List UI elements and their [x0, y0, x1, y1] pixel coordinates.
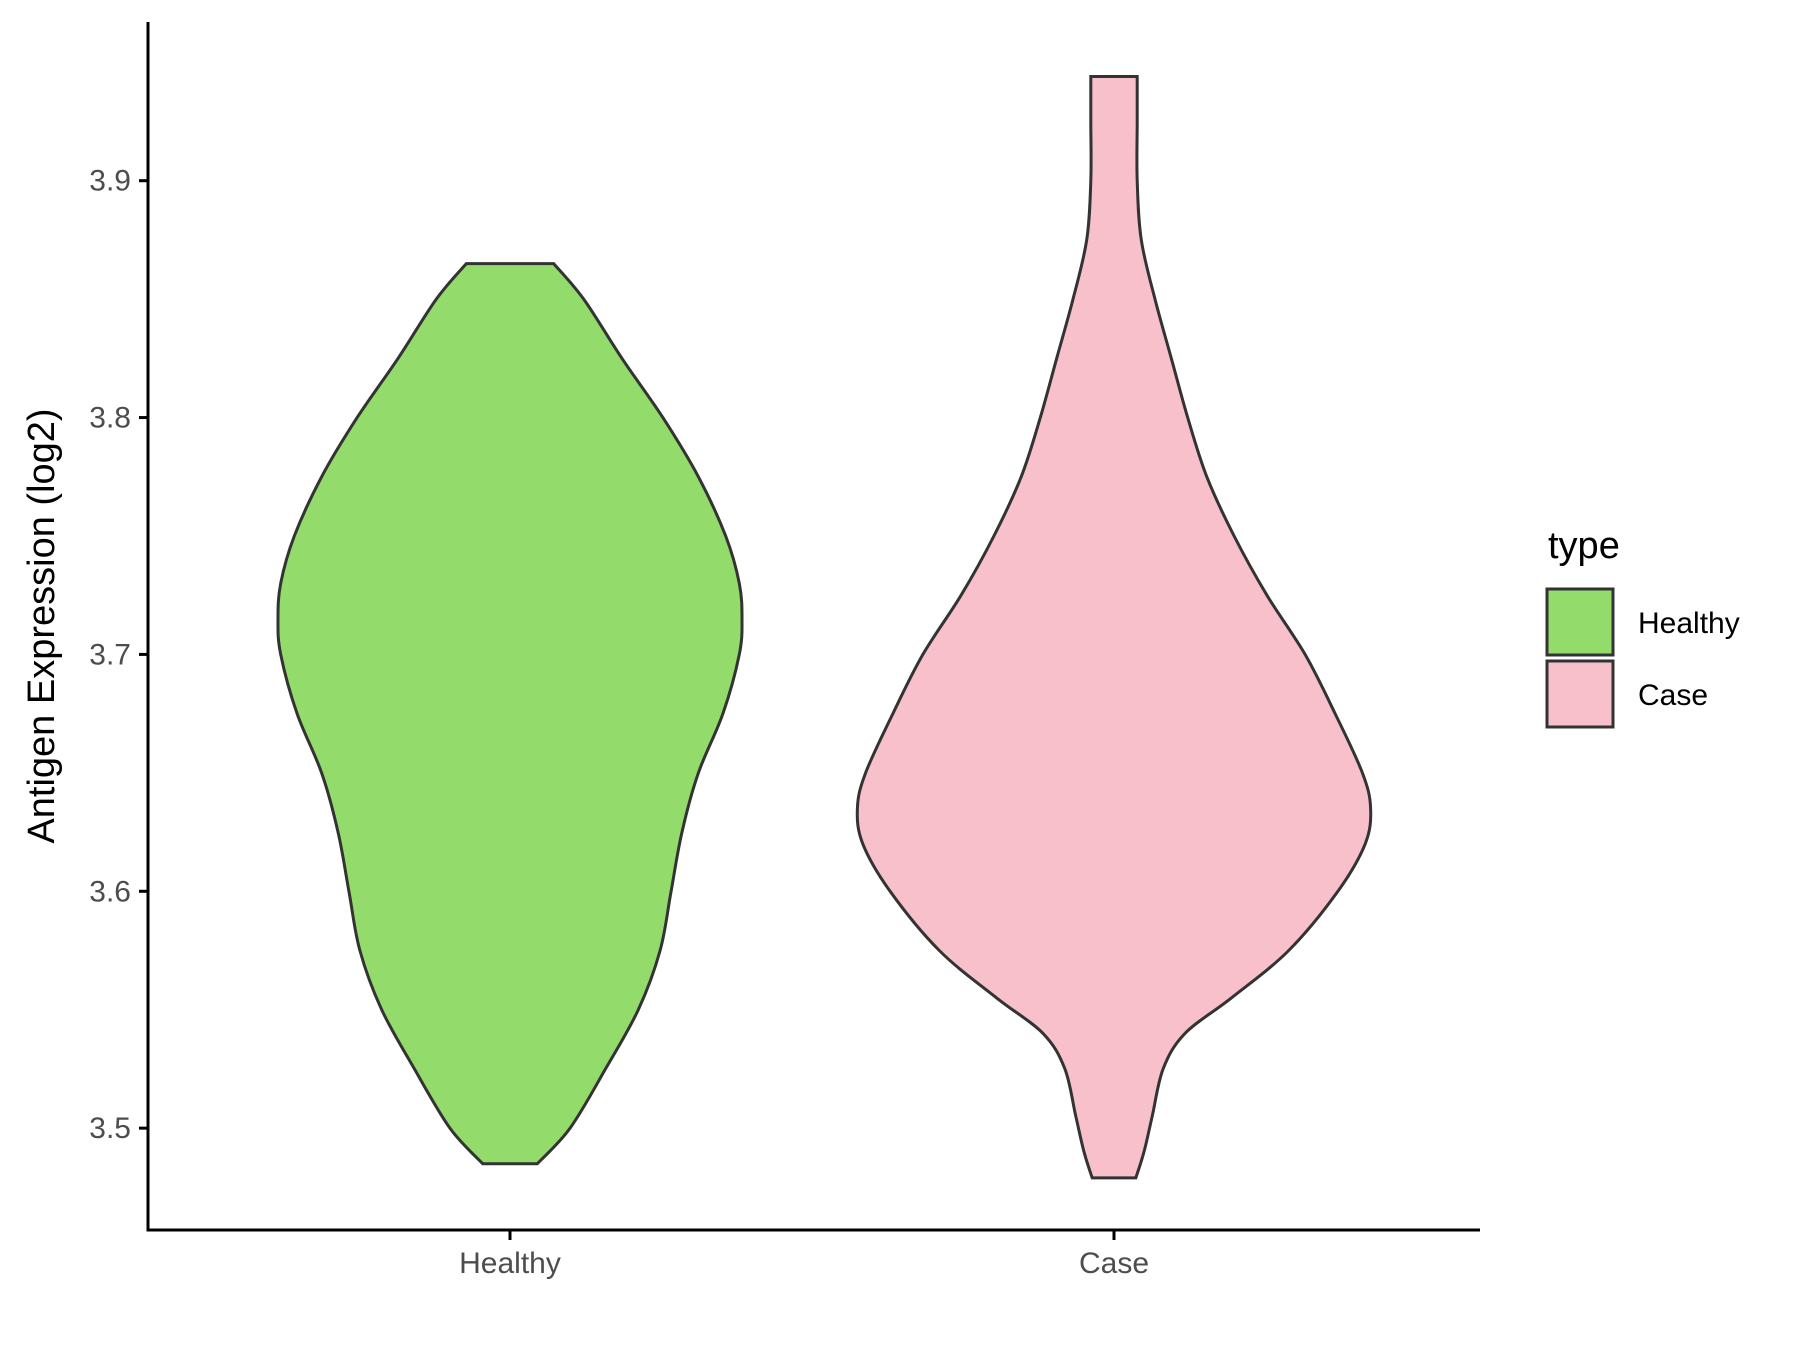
y-ticks: 3.5 3.6 3.7 3.8 3.9 — [89, 165, 148, 1145]
legend-label-healthy: Healthy — [1638, 607, 1740, 640]
x-tick-label: Healthy — [459, 1247, 561, 1280]
violin-healthy — [276, 262, 744, 1166]
x-ticks: Healthy Case — [459, 1230, 1149, 1280]
y-axis-title: Antigen Expression (log2) — [21, 408, 63, 843]
violins-layer — [276, 75, 1373, 1180]
legend-title: type — [1548, 525, 1620, 567]
y-tick-label: 3.5 — [89, 1112, 131, 1145]
legend-entries: Healthy Case — [1545, 587, 1740, 729]
y-tick-label: 3.7 — [89, 638, 131, 671]
legend: type Healthy Case — [1545, 525, 1740, 729]
y-tick-label: 3.8 — [89, 402, 131, 435]
y-tick-label: 3.9 — [89, 165, 131, 198]
legend-label-case: Case — [1638, 679, 1708, 712]
legend-key-healthy — [1545, 587, 1615, 657]
legend-key-case — [1545, 659, 1615, 729]
axes-layer — [146, 22, 1480, 1232]
y-tick-label: 3.6 — [89, 875, 131, 908]
x-tick-label: Case — [1079, 1247, 1149, 1280]
violin-case — [855, 75, 1373, 1180]
